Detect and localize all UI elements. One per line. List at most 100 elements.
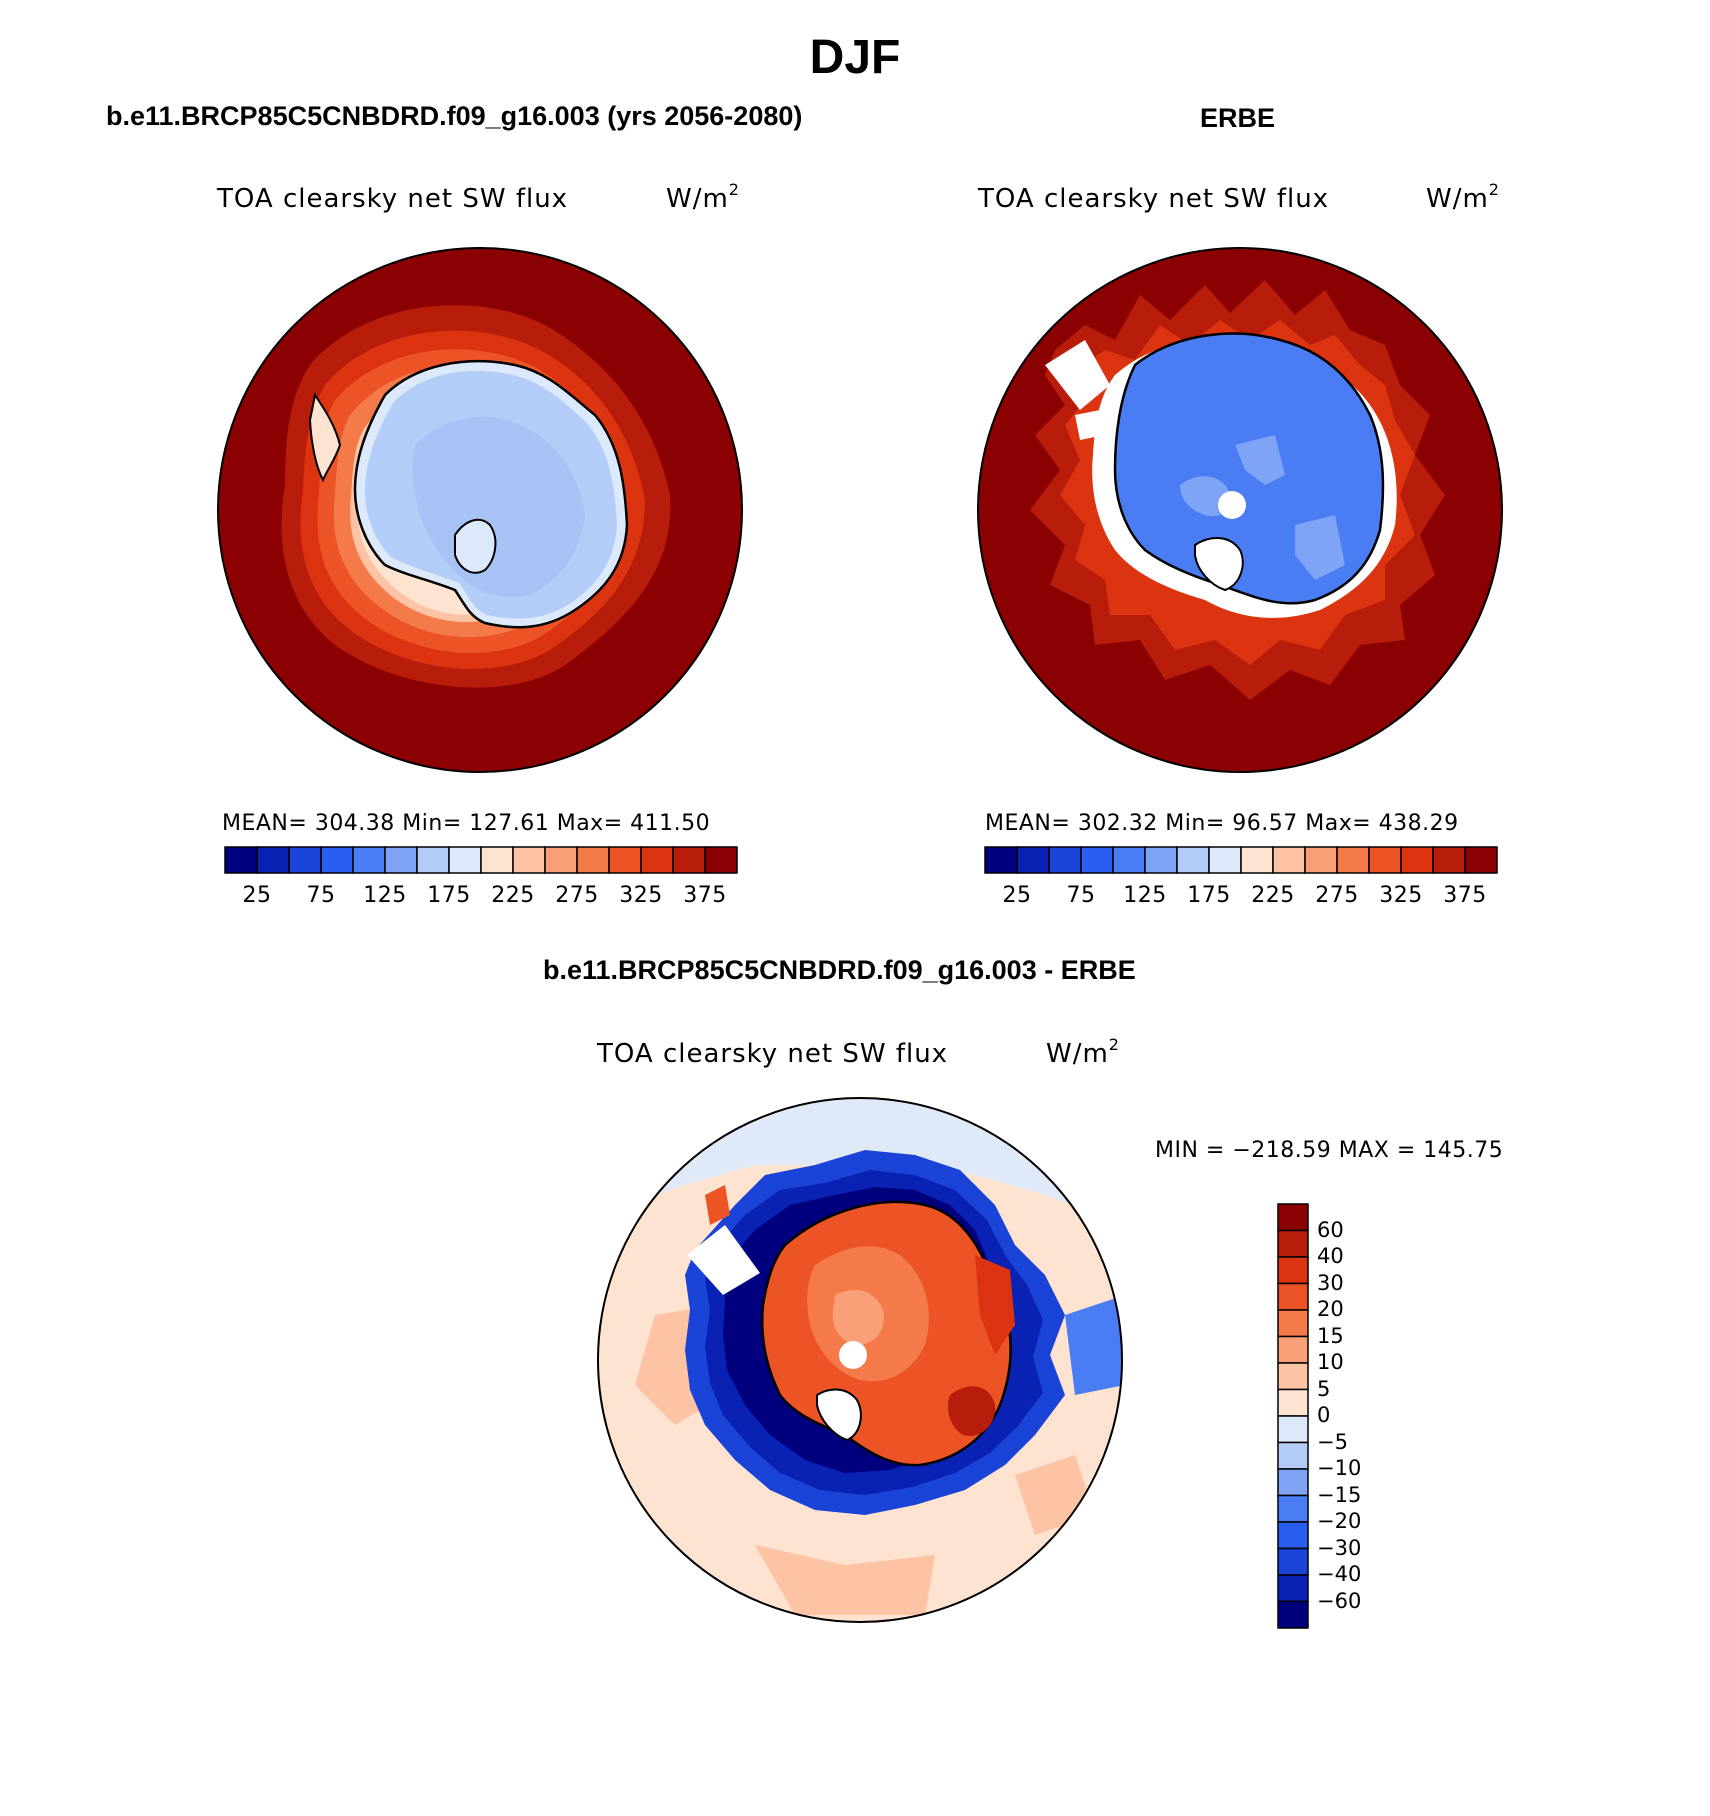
colorbar-swatch	[1277, 1441, 1309, 1470]
colorbar-tick-label: 5	[1317, 1376, 1331, 1401]
colorbar-swatch	[1464, 846, 1498, 874]
colorbar-tick-label: −15	[1317, 1482, 1362, 1507]
panel-obs-stats: MEAN= 302.32 Min= 96.57 Max= 438.29	[985, 811, 1459, 836]
colorbar-swatch	[1368, 846, 1402, 874]
colorbar-tick-label: 30	[1317, 1270, 1344, 1295]
colorbar-swatch	[1277, 1388, 1309, 1417]
colorbar-swatch	[256, 846, 290, 874]
colorbar-tick-label: 225	[491, 883, 535, 908]
panel-model-header: b.e11.BRCP85C5CNBDRD.f09_g16.003 (yrs 20…	[106, 101, 803, 131]
panel-obs-colorbar-labels: 25 75 125 175 225 275 325 375	[0, 883, 1710, 913]
colorbar-swatch	[1277, 1309, 1309, 1338]
colorbar-swatch	[1240, 846, 1274, 874]
colorbar-tick-label: −20	[1317, 1509, 1362, 1533]
panel-diff-header: b.e11.BRCP85C5CNBDRD.f09_g16.003 - ERBE	[543, 955, 1136, 985]
panel-obs-colorbar	[984, 846, 1498, 874]
colorbar-swatch	[672, 846, 706, 874]
colorbar-swatch	[384, 846, 418, 874]
colorbar-swatch	[608, 846, 642, 874]
colorbar-tick-label: 375	[1443, 883, 1487, 908]
colorbar-swatch	[1277, 1468, 1309, 1497]
colorbar-swatch	[1144, 846, 1178, 874]
panel-model-colorbar	[224, 846, 738, 874]
colorbar-tick-label: 375	[683, 883, 727, 908]
colorbar-swatch	[416, 846, 450, 874]
panel-diff-map	[597, 1097, 1123, 1623]
colorbar-tick-label: 275	[1315, 883, 1359, 908]
colorbar-tick-label: 40	[1317, 1244, 1344, 1268]
colorbar-swatch	[1277, 1574, 1309, 1603]
colorbar-swatch	[1208, 846, 1242, 874]
colorbar-swatch	[352, 846, 386, 874]
colorbar-swatch	[1432, 846, 1466, 874]
colorbar-tick-label: 325	[619, 883, 663, 908]
panel-obs-map	[977, 247, 1503, 773]
colorbar-tick-label: 25	[1002, 883, 1032, 908]
colorbar-tick-label: 175	[1187, 883, 1231, 908]
colorbar-tick-label: 10	[1317, 1350, 1344, 1374]
colorbar-tick-label: 75	[306, 883, 336, 908]
colorbar-swatch	[1112, 846, 1146, 874]
panel-model-map	[217, 247, 743, 773]
colorbar-tick-label: −10	[1317, 1456, 1362, 1480]
colorbar-swatch	[544, 846, 578, 874]
colorbar-tick-label: 75	[1066, 883, 1096, 908]
colorbar-tick-label: 15	[1317, 1323, 1344, 1348]
colorbar-tick-label: 60	[1317, 1217, 1344, 1242]
panel-model-stats: MEAN= 304.38 Min= 127.61 Max= 411.50	[222, 811, 711, 836]
colorbar-swatch	[1277, 1203, 1309, 1232]
colorbar-tick-label: −60	[1317, 1588, 1362, 1613]
colorbar-swatch	[576, 846, 610, 874]
colorbar-swatch	[1277, 1521, 1309, 1550]
colorbar-swatch	[1277, 1600, 1309, 1629]
panel-model-units: W/m2	[666, 180, 740, 214]
colorbar-tick-label: −5	[1317, 1429, 1348, 1454]
colorbar-swatch	[1400, 846, 1434, 874]
colorbar-swatch	[1304, 846, 1338, 874]
panel-diff-variable: TOA clearsky net SW flux	[597, 1039, 949, 1069]
colorbar-swatch	[1080, 846, 1114, 874]
panel-model-colorbar-labels: 25 75 125 175 225 275 325 375	[0, 883, 1710, 913]
colorbar-tick-label: 175	[427, 883, 471, 908]
colorbar-swatch	[1277, 1415, 1309, 1444]
colorbar-swatch	[704, 846, 738, 874]
panel-obs-header: ERBE	[1200, 103, 1276, 133]
colorbar-swatch	[288, 846, 322, 874]
colorbar-tick-label: −40	[1317, 1562, 1362, 1586]
colorbar-tick-label: 25	[242, 883, 272, 908]
colorbar-swatch	[640, 846, 674, 874]
colorbar-swatch	[320, 846, 354, 874]
panel-diff-units: W/m2	[1046, 1035, 1120, 1069]
colorbar-swatch	[1277, 1282, 1309, 1311]
colorbar-swatch	[1277, 1229, 1309, 1258]
colorbar-tick-label: 325	[1379, 883, 1423, 908]
colorbar-swatch	[1176, 846, 1210, 874]
colorbar-swatch	[1336, 846, 1370, 874]
colorbar-swatch	[480, 846, 514, 874]
colorbar-tick-label: 0	[1317, 1403, 1331, 1427]
colorbar-swatch	[1277, 1362, 1309, 1391]
colorbar-swatch	[512, 846, 546, 874]
colorbar-swatch	[1277, 1256, 1309, 1285]
colorbar-swatch	[1277, 1494, 1309, 1523]
colorbar-tick-label: 225	[1251, 883, 1295, 908]
panel-model-variable: TOA clearsky net SW flux	[217, 184, 569, 214]
colorbar-swatch	[1277, 1547, 1309, 1576]
colorbar-swatch	[1048, 846, 1082, 874]
panel-diff-stats: MIN = −218.59 MAX = 145.75	[1155, 1138, 1504, 1163]
colorbar-tick-label: 125	[1123, 883, 1167, 908]
panel-obs-units: W/m2	[1426, 180, 1500, 214]
colorbar-swatch	[1272, 846, 1306, 874]
colorbar-tick-label: 275	[555, 883, 599, 908]
colorbar-tick-label: −30	[1317, 1535, 1362, 1560]
main-title: DJF	[809, 31, 901, 84]
colorbar-swatch	[984, 846, 1018, 874]
panel-diff-colorbar	[1277, 1203, 1309, 1629]
colorbar-swatch	[1277, 1335, 1309, 1364]
colorbar-swatch	[1016, 846, 1050, 874]
colorbar-swatch	[448, 846, 482, 874]
colorbar-swatch	[224, 846, 258, 874]
colorbar-tick-label: 20	[1317, 1297, 1344, 1321]
colorbar-tick-label: 125	[363, 883, 407, 908]
panel-obs-variable: TOA clearsky net SW flux	[978, 184, 1330, 214]
